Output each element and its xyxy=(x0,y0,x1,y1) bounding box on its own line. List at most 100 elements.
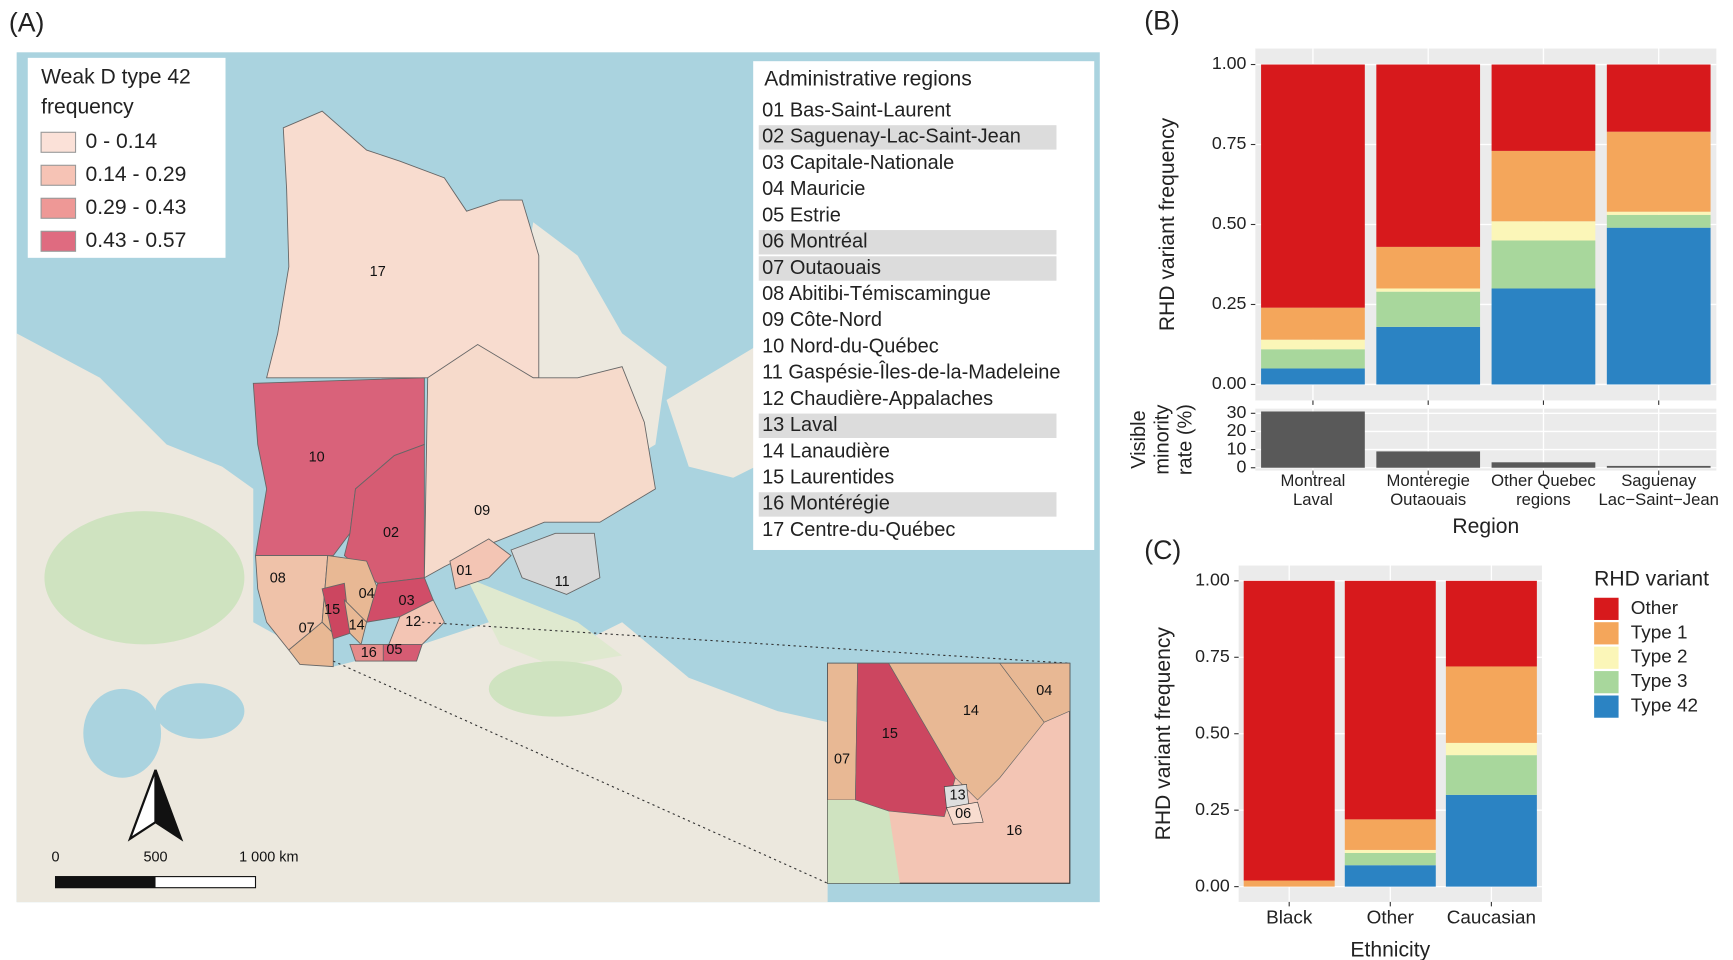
region-item: 17 Centre-du-Québec xyxy=(762,519,955,541)
x-axis-label: Ethnicity xyxy=(1350,938,1430,960)
region-label: 07 xyxy=(299,621,315,637)
region-label: 03 xyxy=(399,593,415,609)
y-axis-label: RHD variant frequency xyxy=(1152,627,1175,841)
bar xyxy=(1376,451,1480,467)
scale-label: 500 xyxy=(143,850,167,866)
bar-segment xyxy=(1345,850,1436,853)
legend-label: Other xyxy=(1631,598,1678,619)
region-item: 07 Outaouais xyxy=(762,257,881,279)
region-label: 12 xyxy=(405,614,421,630)
forest xyxy=(489,661,622,717)
region xyxy=(828,663,858,800)
region-item: 13 Laval xyxy=(762,414,838,436)
bar-segment xyxy=(1345,853,1436,865)
region-label: 10 xyxy=(309,450,325,466)
region-label: 11 xyxy=(555,574,570,590)
region-item: 09 Côte-Nord xyxy=(762,309,882,331)
region-item: 15 Laurentides xyxy=(762,467,894,489)
x-tick-label: Outaouais xyxy=(1390,490,1466,509)
scale-label: 0 xyxy=(52,850,60,866)
inset-label: 16 xyxy=(1006,823,1022,839)
x-tick-label: Lac−Saint−Jean xyxy=(1599,490,1719,509)
bar-segment xyxy=(1376,292,1480,327)
scale-bar xyxy=(56,877,156,888)
legend-label: Type 2 xyxy=(1631,647,1688,668)
region-label: 16 xyxy=(361,645,377,661)
bar-segment xyxy=(1376,247,1480,289)
region-label: 09 xyxy=(474,503,490,519)
region-item: 04 Mauricie xyxy=(762,178,865,200)
legend-key xyxy=(1594,598,1618,620)
legend-label: 0.14 - 0.29 xyxy=(86,163,187,186)
bar-segment xyxy=(1492,288,1596,384)
x-tick-label: Montreal xyxy=(1281,471,1346,490)
panel-label: (C) xyxy=(1144,535,1181,565)
x-tick-label: Saguenay xyxy=(1621,471,1697,490)
region-label: 04 xyxy=(359,586,375,602)
bar-segment xyxy=(1607,228,1711,385)
bar-segment xyxy=(1492,151,1596,221)
x-tick-label: regions xyxy=(1516,490,1571,509)
legend-label: Type 1 xyxy=(1631,622,1688,643)
legend-swatch xyxy=(41,132,75,152)
forest xyxy=(44,511,244,644)
region-label: 02 xyxy=(383,525,399,541)
x-tick-label: Other Quebec xyxy=(1491,471,1596,490)
bar-segment xyxy=(1376,327,1480,385)
y-tick-label: 0 xyxy=(1237,456,1247,476)
bar xyxy=(1607,466,1711,468)
scale-label: 1 000 km xyxy=(239,850,298,866)
y-tick-label: 1.00 xyxy=(1212,53,1247,73)
legend-key xyxy=(1594,696,1618,718)
legend-title: frequency xyxy=(41,95,134,118)
y-tick-label: 0.25 xyxy=(1212,293,1247,313)
legend-label: 0 - 0.14 xyxy=(86,130,158,153)
x-tick-label: Caucasian xyxy=(1447,908,1536,929)
region-label: 01 xyxy=(456,563,472,579)
y-tick-label: 20 xyxy=(1227,420,1247,440)
legend-label: 0.43 - 0.57 xyxy=(86,229,187,252)
inset-label: 07 xyxy=(834,752,850,768)
legend-label: Type 42 xyxy=(1631,696,1698,717)
bar-segment xyxy=(1261,340,1365,350)
region-item: 06 Montréal xyxy=(762,231,868,253)
y-tick-label: 30 xyxy=(1227,402,1247,422)
bar-segment xyxy=(1446,743,1537,755)
bar-segment xyxy=(1261,368,1365,384)
bar-segment xyxy=(1244,581,1335,881)
y-axis-label: Visible xyxy=(1128,410,1150,469)
inset-label: 13 xyxy=(950,787,966,803)
region-item: 08 Abitibi-Témiscamingue xyxy=(762,283,991,305)
bar-segment xyxy=(1244,881,1335,887)
legend-key xyxy=(1594,647,1618,669)
inset-label: 15 xyxy=(882,726,898,742)
region-item: 14 Lanaudière xyxy=(762,440,890,462)
region-label: 05 xyxy=(386,642,402,658)
bar-segment xyxy=(1446,581,1537,667)
region-item: 10 Nord-du-Québec xyxy=(762,335,939,357)
y-axis-label: minority xyxy=(1151,405,1173,475)
inset: 15 14 04 07 13 06 16 xyxy=(828,663,1070,883)
legend-label: 0.29 - 0.43 xyxy=(86,196,187,219)
inset-label: 06 xyxy=(955,806,971,822)
bar-segment xyxy=(1345,819,1436,850)
region-item: 11 Gaspésie-Îles-de-la-Madeleine xyxy=(762,361,1060,384)
region-label: 08 xyxy=(270,571,286,587)
legend-title: Weak D type 42 xyxy=(41,65,191,88)
y-axis-label: RHD variant frequency xyxy=(1156,117,1179,331)
legend-label: Type 3 xyxy=(1631,671,1688,692)
inset-label: 14 xyxy=(963,703,979,719)
x-tick-label: Laval xyxy=(1293,490,1333,509)
y-tick-label: 0.00 xyxy=(1212,373,1247,393)
bar-segment xyxy=(1446,795,1537,887)
figure: 17 10 09 02 08 04 03 01 11 12 07 15 14 1… xyxy=(0,0,1733,960)
y-tick-label: 0.50 xyxy=(1195,722,1230,742)
bar xyxy=(1492,462,1596,467)
region-label: 15 xyxy=(324,602,340,618)
y-tick-label: 0.25 xyxy=(1195,799,1230,819)
legend-title: RHD variant xyxy=(1594,568,1709,591)
bar-segment xyxy=(1492,221,1596,240)
bar-segment xyxy=(1492,65,1596,151)
y-tick-label: 1.00 xyxy=(1195,570,1230,590)
panel-label: (B) xyxy=(1144,5,1180,35)
